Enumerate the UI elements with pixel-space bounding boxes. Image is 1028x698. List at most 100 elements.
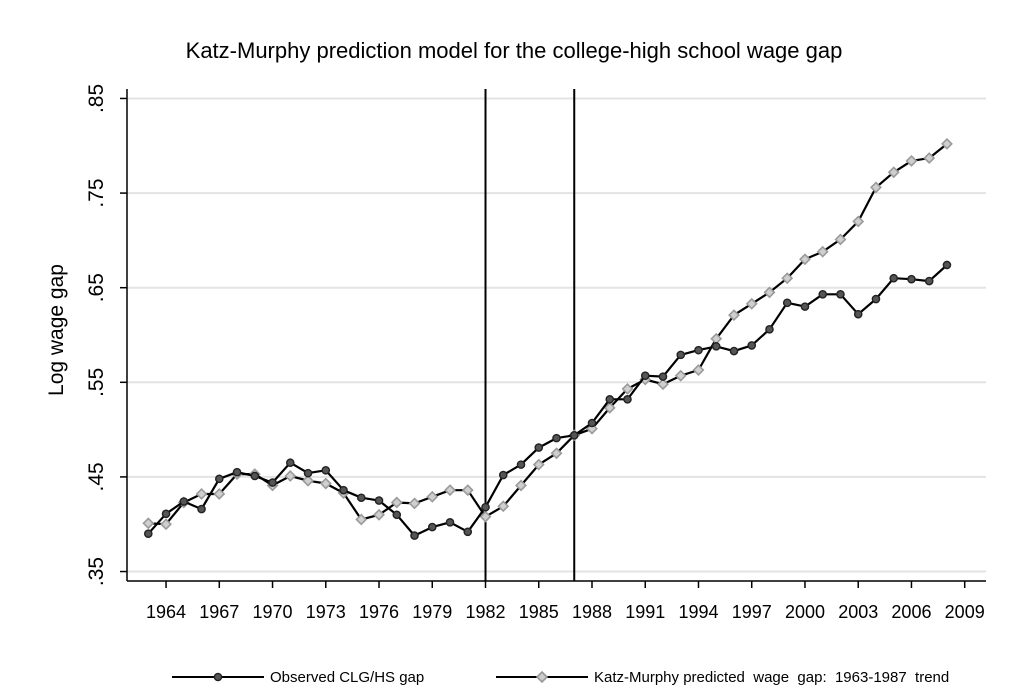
x-tick-label: 1994 bbox=[678, 602, 718, 622]
series bbox=[142, 137, 953, 540]
y-tick-label: .75 bbox=[85, 178, 108, 207]
predicted-point bbox=[160, 518, 172, 531]
predicted-point bbox=[603, 401, 616, 414]
predicted-point bbox=[355, 513, 368, 526]
predicted-point bbox=[142, 517, 155, 530]
observed-point bbox=[782, 298, 792, 308]
predicted-point bbox=[674, 369, 687, 382]
observed-point bbox=[569, 430, 579, 440]
legend-label-predicted: Katz-Murphy predicted wage gap: 1963-198… bbox=[594, 668, 950, 686]
series-line-predicted bbox=[148, 143, 948, 526]
observed-point bbox=[392, 510, 402, 520]
observed-point bbox=[694, 345, 703, 355]
observed-point bbox=[729, 346, 739, 356]
observed-point bbox=[374, 496, 384, 505]
observed-point bbox=[587, 418, 597, 428]
x-tick-label: 1967 bbox=[199, 602, 239, 622]
predicted-point bbox=[887, 166, 900, 179]
y-tick-label: .65 bbox=[85, 273, 108, 302]
observed-point bbox=[339, 485, 348, 495]
predicted-point bbox=[497, 500, 510, 513]
predicted-point bbox=[816, 245, 829, 258]
x-tick-label: 1979 bbox=[412, 602, 452, 622]
predicted-point bbox=[479, 510, 492, 523]
observed-point bbox=[853, 309, 863, 319]
observed-point bbox=[463, 527, 473, 537]
y-tick-label: .55 bbox=[85, 368, 108, 397]
predicted-point bbox=[213, 488, 226, 500]
predicted-point bbox=[728, 309, 740, 322]
predicted-point bbox=[408, 497, 421, 510]
observed-point bbox=[800, 302, 810, 311]
y-tick-label: .85 bbox=[85, 84, 108, 113]
x-tick-label: 1976 bbox=[359, 602, 399, 622]
series-line-observed bbox=[147, 264, 948, 537]
observed-point bbox=[356, 493, 366, 503]
predicted-point bbox=[870, 181, 882, 194]
observed-point bbox=[143, 529, 153, 538]
predicted-point bbox=[373, 508, 385, 521]
observed-point bbox=[924, 276, 934, 286]
observed-point bbox=[214, 474, 224, 484]
x-tick-label: 1985 bbox=[519, 602, 559, 622]
x-tick-label: 2009 bbox=[945, 602, 985, 622]
x-tick-label: 1964 bbox=[146, 602, 186, 622]
x-tick-label: 2000 bbox=[785, 602, 825, 622]
observed-point bbox=[711, 342, 721, 351]
predicted-point bbox=[284, 470, 297, 482]
observed-point bbox=[321, 465, 331, 475]
x-tick-label: 1991 bbox=[625, 602, 665, 622]
observed-point bbox=[605, 395, 615, 404]
chart-title: Katz-Murphy prediction model for the col… bbox=[185, 38, 843, 63]
legend-item-observed: Observed CLG/HS gap bbox=[172, 662, 424, 692]
x-tick-label: 2006 bbox=[891, 602, 931, 622]
legend-key-diamond-marker bbox=[496, 670, 588, 684]
observed-point bbox=[285, 458, 295, 468]
x-tick-label: 1988 bbox=[572, 602, 612, 622]
legend: Observed CLG/HS gap Katz-Murphy predicte… bbox=[0, 662, 1028, 692]
observed-point bbox=[942, 260, 952, 270]
predicted-point bbox=[905, 154, 918, 167]
observed-point bbox=[250, 471, 260, 481]
observed-point bbox=[818, 290, 828, 299]
predicted-point bbox=[586, 422, 598, 435]
predicted-point bbox=[461, 484, 474, 497]
observed-point bbox=[658, 372, 668, 381]
predicted-point bbox=[390, 496, 403, 509]
observed-point bbox=[498, 470, 508, 480]
predicted-point bbox=[834, 233, 847, 246]
observed-point bbox=[427, 522, 437, 532]
y-tick-label: .45 bbox=[85, 462, 108, 491]
x-tick-label: 1973 bbox=[306, 602, 346, 622]
observed-point bbox=[765, 325, 774, 334]
reference-lines bbox=[484, 89, 576, 581]
predicted-point bbox=[745, 297, 758, 310]
x-tick-label: 2003 bbox=[838, 602, 878, 622]
predicted-point bbox=[515, 479, 527, 492]
observed-point bbox=[161, 509, 171, 519]
predicted-point bbox=[763, 286, 776, 299]
predicted-point bbox=[941, 137, 953, 150]
x-tick-label: 1982 bbox=[465, 602, 505, 622]
predicted-point bbox=[781, 272, 794, 285]
observed-point bbox=[907, 274, 916, 284]
predicted-point bbox=[444, 484, 456, 497]
observed-point bbox=[481, 502, 490, 512]
observed-point bbox=[516, 460, 526, 469]
axes: .35 .45 .55 .65 .75 .85 1964 1967 1970 1973 1976 19… bbox=[85, 84, 986, 622]
legend-item-predicted: Katz-Murphy predicted wage gap: 1963-198… bbox=[496, 662, 949, 692]
predicted-point bbox=[195, 488, 208, 500]
observed-point bbox=[623, 395, 632, 404]
gridlines bbox=[127, 97, 986, 573]
observed-point bbox=[552, 433, 561, 443]
predicted-point bbox=[319, 477, 332, 490]
observed-point bbox=[534, 443, 544, 452]
predicted-point bbox=[692, 364, 705, 376]
predicted-point bbox=[532, 458, 545, 471]
y-tick-label: .35 bbox=[85, 557, 108, 586]
observed-point bbox=[179, 497, 189, 506]
observed-point bbox=[197, 504, 206, 514]
predicted-point bbox=[657, 378, 669, 391]
predicted-point bbox=[302, 474, 314, 487]
x-tick-label: 1997 bbox=[732, 602, 772, 622]
